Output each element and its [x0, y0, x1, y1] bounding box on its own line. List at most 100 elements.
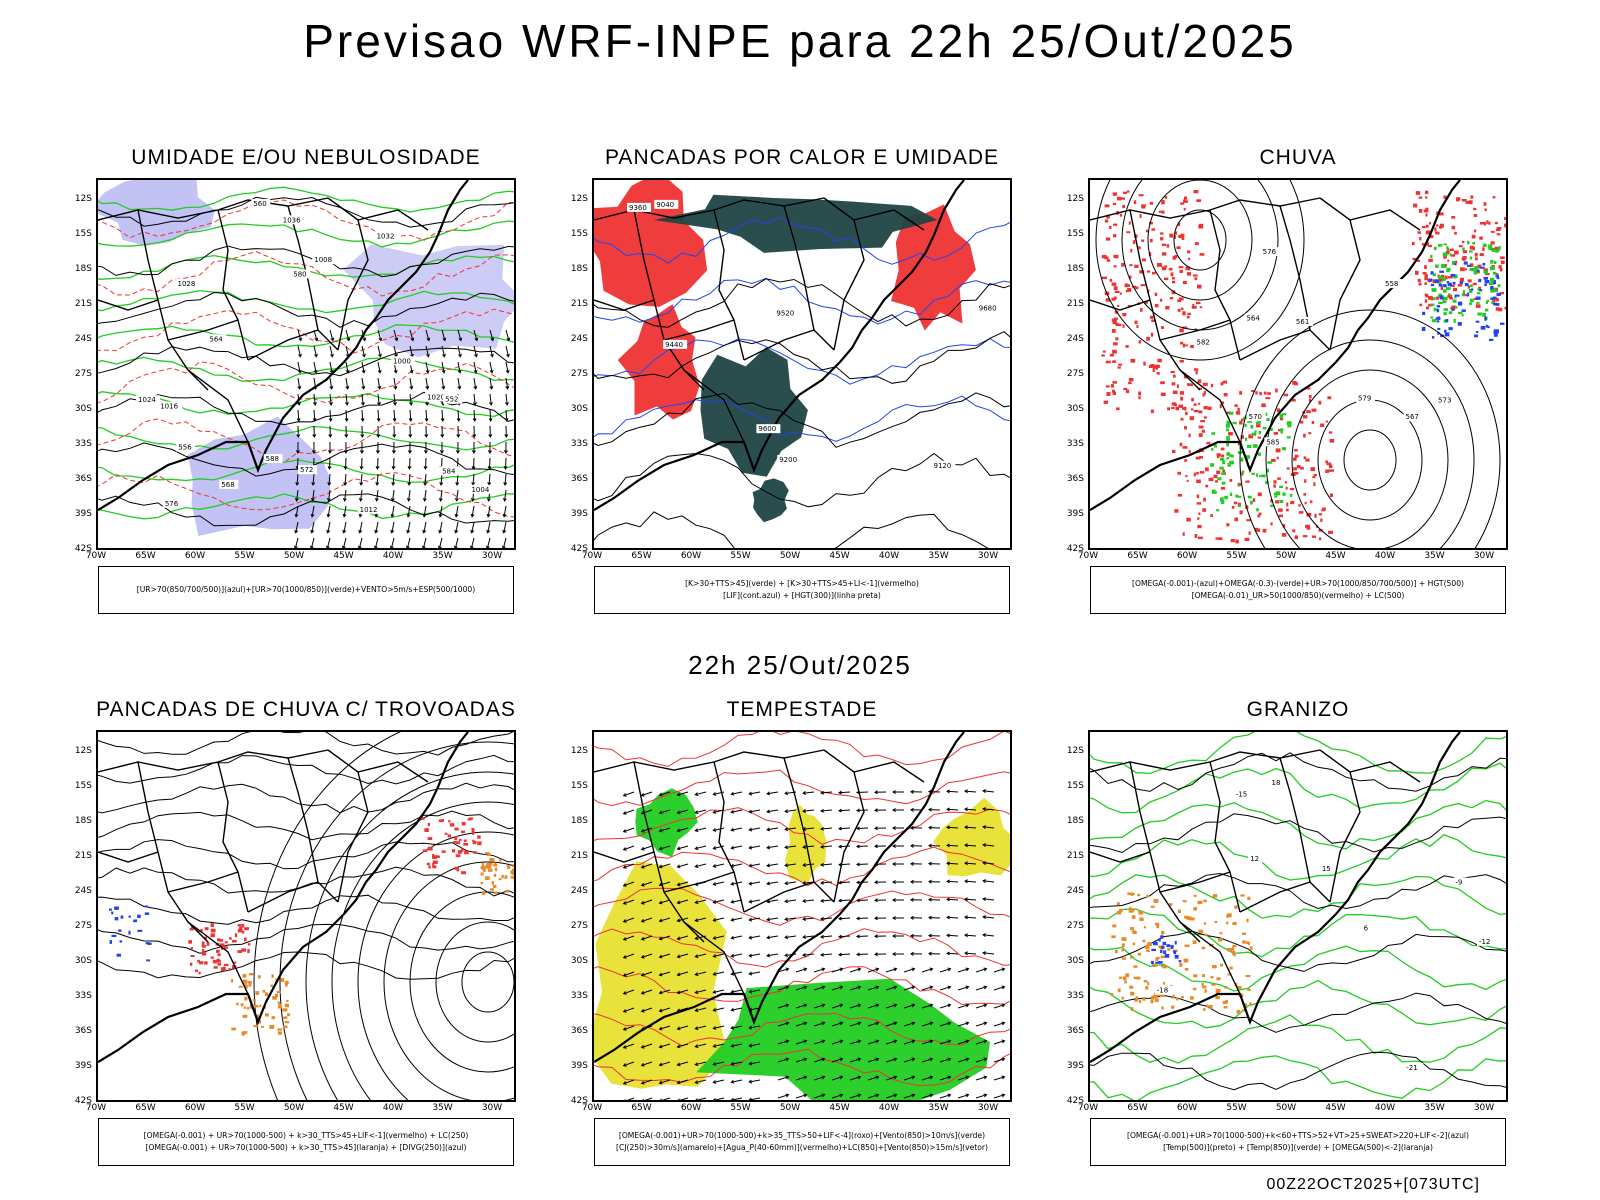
rain-green-area: [1210, 411, 1293, 512]
latitude-label: 18S: [1066, 264, 1084, 274]
contour-label: 558: [1385, 280, 1398, 288]
state-border: [247, 329, 339, 361]
state-border: [783, 757, 815, 883]
state-border: [1239, 329, 1331, 361]
panel-title: TEMPESTADE: [726, 698, 878, 721]
contour-labels: 582 585 579 576 573 570 567 564 561 558: [1194, 247, 1456, 447]
map-panel: [592, 730, 1012, 1102]
state-border: [1319, 197, 1421, 231]
contour-label: 573: [1438, 396, 1451, 404]
latitude-label: 39S: [1066, 1061, 1084, 1071]
rain-red-area: [1411, 190, 1506, 312]
longitude-label: 50W: [283, 1103, 305, 1113]
longitude-label: 35W: [928, 1103, 949, 1113]
state-border: [783, 205, 815, 331]
latitude-label: 42S: [570, 1096, 588, 1106]
longitude-label: 60W: [184, 551, 206, 561]
longitude-label: 45W: [1325, 551, 1346, 561]
rain-green-area: [1430, 240, 1501, 323]
state-border: [663, 319, 735, 341]
main-title: Previsao WRF-INPE para 22h 25/Out/2025: [303, 15, 1297, 67]
state-border: [287, 757, 319, 883]
latitude-label: 24S: [1066, 886, 1084, 896]
state-border: [1319, 749, 1421, 783]
legend-line: [OMEGA(-0.001)+UR>70(1000-500)+k<60+TTS>…: [1126, 1131, 1469, 1140]
longitude-label: 55W: [1226, 551, 1247, 561]
map-svg: 582 585 579 576 573 570 567 564 561 558: [1090, 180, 1506, 548]
wind-vectors: [622, 789, 1006, 1100]
contour-labels: 1008 1012 1016 1020 1024 1028 1032 1000 1004 1036…: [136, 199, 494, 514]
state-border: [337, 771, 369, 903]
contour-label: 1024: [138, 396, 156, 404]
instability-teal-area: [653, 194, 938, 253]
contour-label: 1016: [160, 403, 178, 411]
latitude-label: 15S: [74, 781, 92, 791]
latitude-label: 36S: [74, 1026, 92, 1036]
latitude-label: 12S: [1066, 194, 1084, 204]
latitude-label: 27S: [1066, 369, 1084, 379]
temp500-contours: [1090, 752, 1506, 1091]
latitude-label: 36S: [74, 474, 92, 484]
longitude-label: 70W: [85, 1103, 107, 1113]
latitude-label: 15S: [1066, 229, 1084, 239]
contour-label: 585: [1266, 438, 1279, 446]
longitude-label: 35W: [432, 551, 453, 561]
longitude-label: 30W: [1473, 1103, 1495, 1113]
latitude-label: 39S: [570, 509, 588, 519]
state-border: [327, 749, 429, 783]
contour-label: 560: [253, 200, 266, 208]
contour-label: 552: [445, 396, 458, 404]
longitude-label: 35W: [432, 1103, 453, 1113]
latitude-label: 12S: [570, 746, 588, 756]
rain-blue-area: [1421, 261, 1505, 342]
contour-label: -9: [1455, 878, 1462, 886]
state-border: [167, 871, 239, 893]
panel-legend: [OMEGA(-0.001)+UR>70(1000-500)+k>35_TTS>…: [594, 1118, 1010, 1166]
contour-label: 576: [165, 500, 179, 508]
contour-labels: -12 -15 -18 -21 -9 15 12 18 6: [1154, 778, 1496, 1072]
latitude-label: 42S: [74, 1096, 92, 1106]
state-border: [247, 881, 339, 913]
latitude-label: 15S: [1066, 781, 1084, 791]
instability-red-area: [891, 204, 976, 331]
longitude-label: 50W: [283, 551, 305, 561]
state-border: [1090, 299, 1151, 311]
latitude-label: 15S: [74, 229, 92, 239]
latitude-label: 12S: [74, 194, 92, 204]
panel-legend: [OMEGA(-0.001)-(azul)+OMEGA(-0.3)-(verde…: [1090, 566, 1506, 614]
divergence-blue-area: [109, 905, 152, 962]
longitude-label: 45W: [333, 551, 354, 561]
state-border: [1159, 319, 1231, 341]
longitude-label: 30W: [977, 551, 999, 561]
latitude-label: 18S: [1066, 816, 1084, 826]
hgt500-contours: [1095, 180, 1305, 361]
map-svg: -12 -15 -18 -21 -9 15 12 18 6: [1090, 732, 1506, 1100]
latitude-label: 39S: [1066, 509, 1084, 519]
latitude-label: 36S: [1066, 1026, 1084, 1036]
contour-label: -12: [1479, 938, 1490, 946]
contour-label: 576: [1263, 248, 1277, 256]
instability-red-area: [594, 180, 708, 307]
contour-label: 582: [1196, 338, 1209, 346]
coastline: [1090, 732, 1461, 1063]
contour-label: 1000: [393, 357, 411, 365]
longitude-label: 70W: [85, 551, 107, 561]
coastline: [98, 180, 469, 511]
humidity-blue-area: [187, 416, 331, 536]
wind850-green-area: [696, 978, 990, 1100]
lc250-streamlines: [253, 732, 514, 1100]
contour-label: 579: [1358, 395, 1371, 403]
contour-label: -18: [1157, 987, 1168, 995]
state-border: [217, 209, 249, 361]
map-svg: [98, 732, 514, 1100]
longitude-label: 65W: [135, 1103, 156, 1113]
longitude-label: 65W: [631, 551, 652, 561]
contour-label: 561: [1296, 318, 1309, 326]
latitude-label: 33S: [1066, 439, 1084, 449]
state-border: [327, 197, 429, 231]
state-border: [187, 921, 249, 995]
rain-red-area: [1101, 190, 1205, 414]
state-border: [663, 871, 735, 893]
contour-label: 9200: [779, 456, 797, 464]
legend-line: [OMEGA(-0.001) + UR>70(1000-500) + k>30_…: [143, 1131, 469, 1140]
